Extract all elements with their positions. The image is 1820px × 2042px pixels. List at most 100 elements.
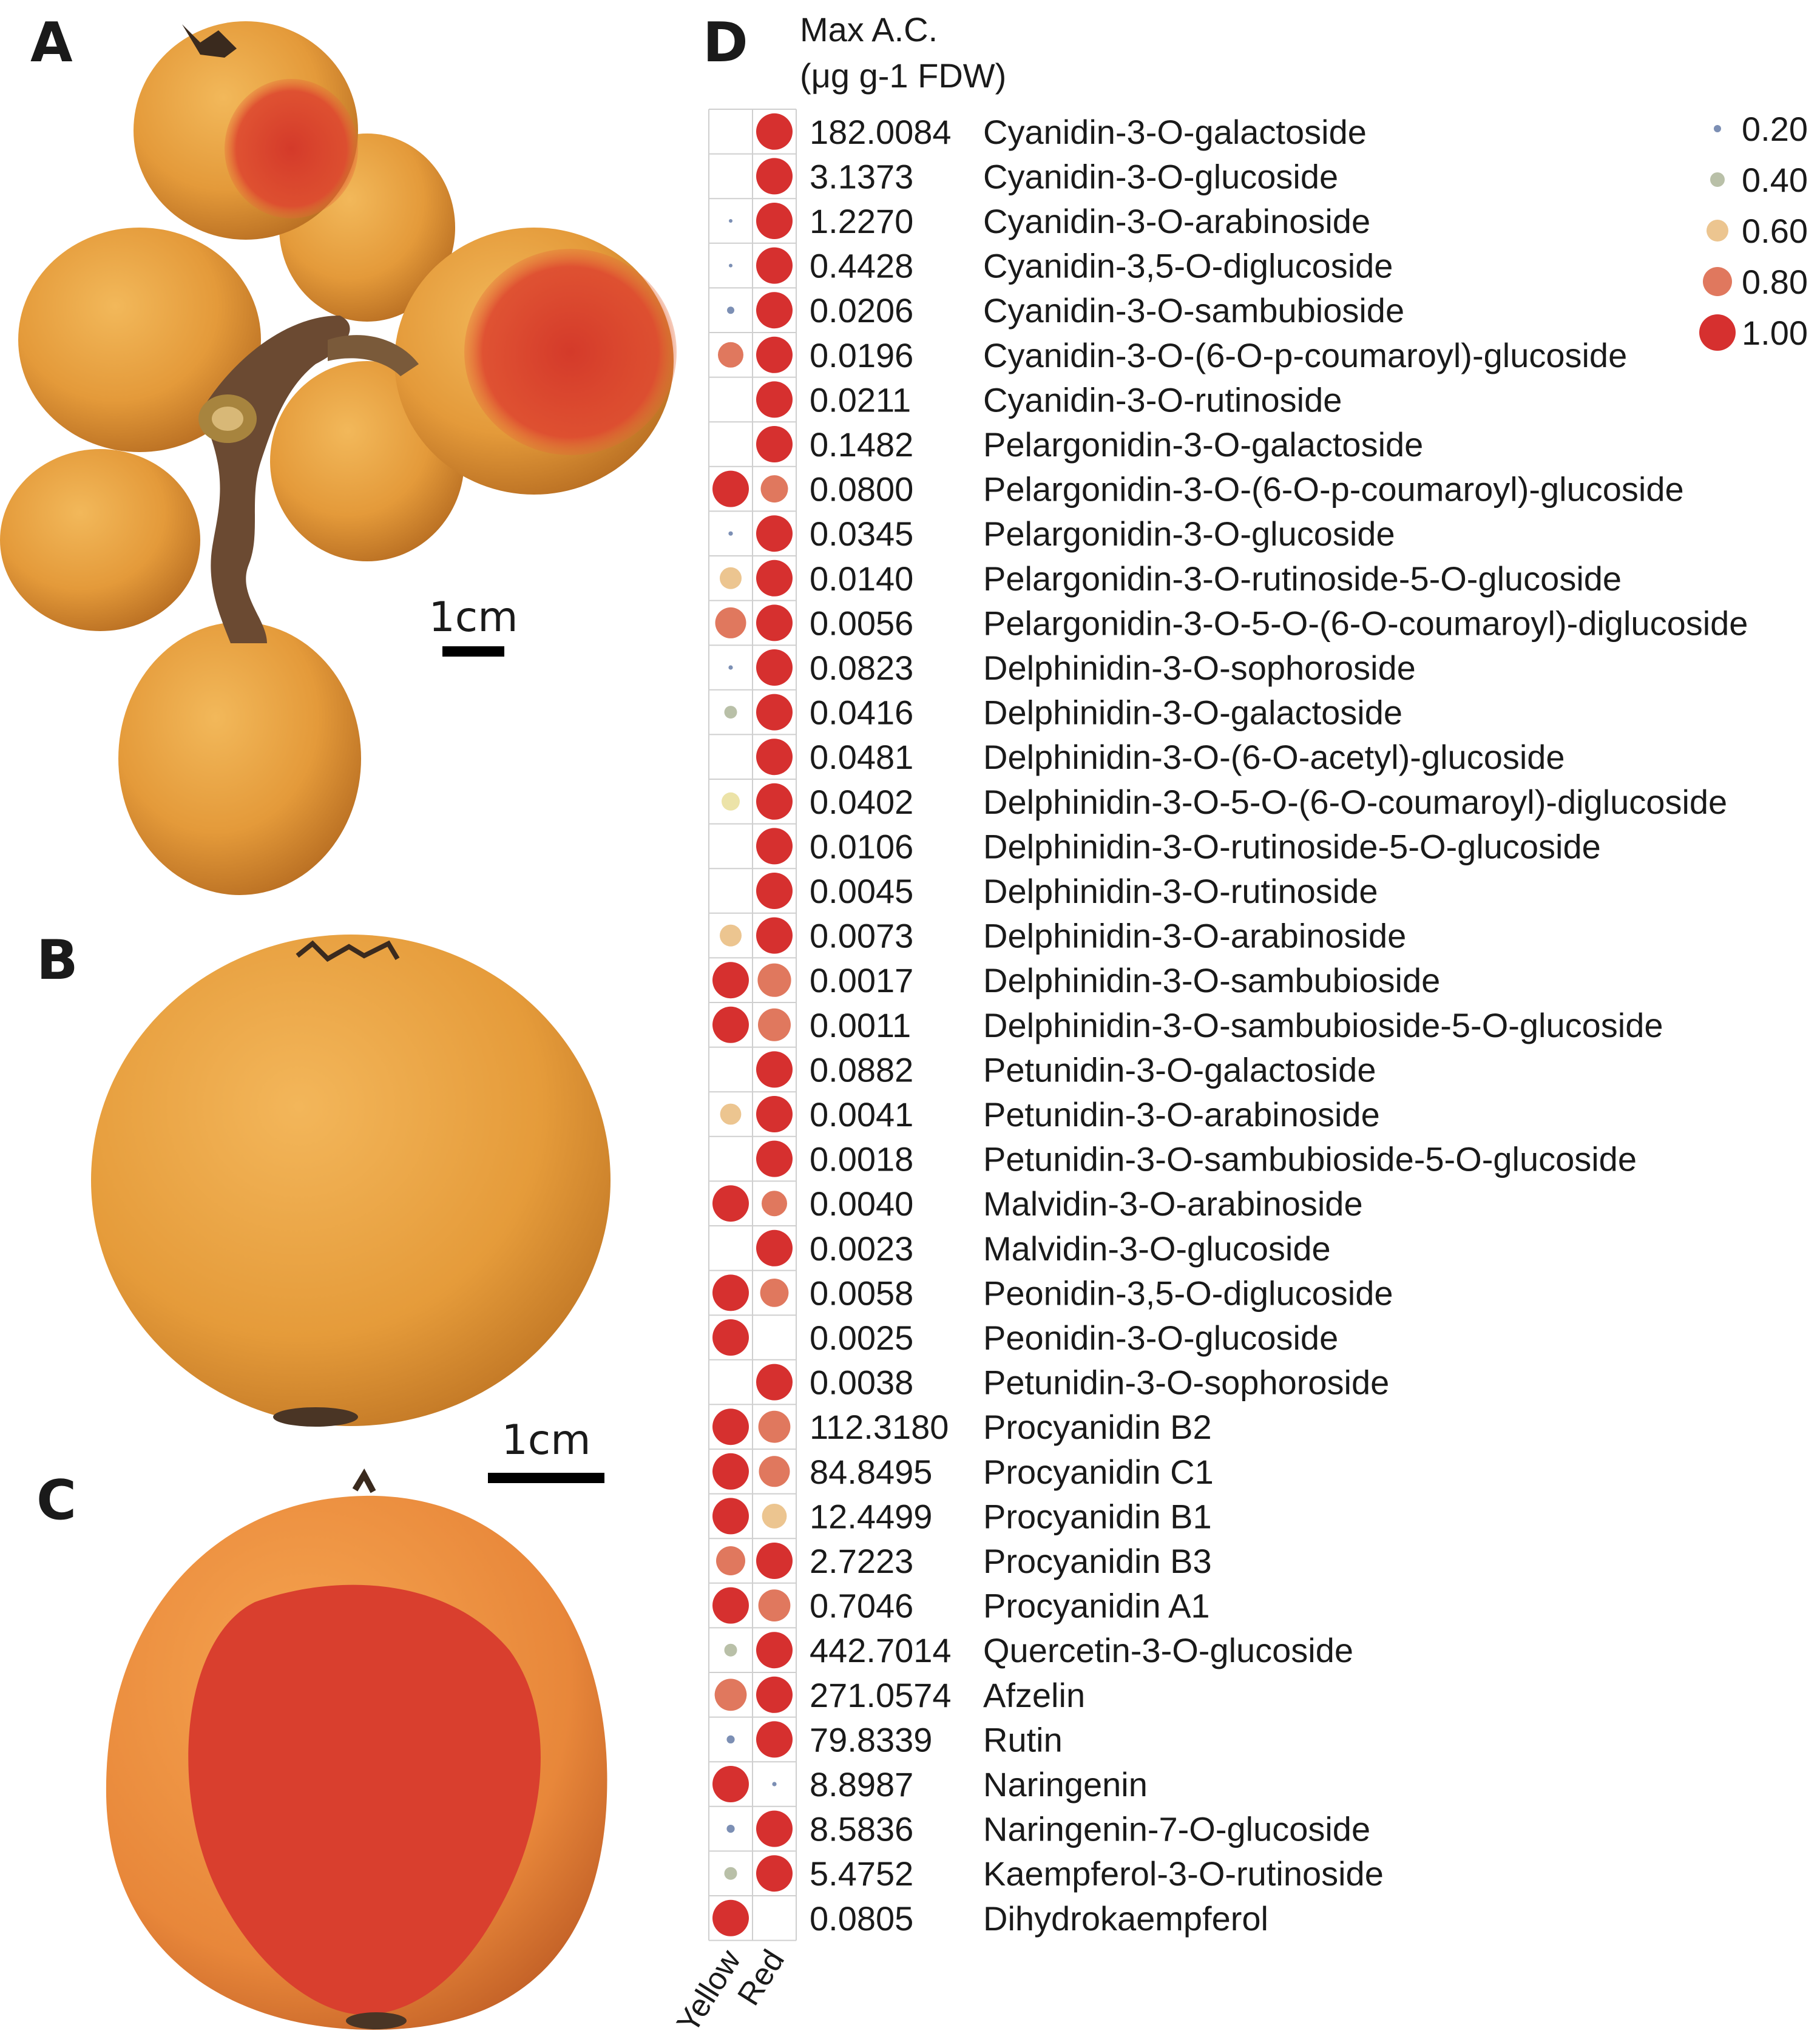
compound-name-label: Cyanidin-3-O-arabinoside (983, 202, 1370, 240)
dot-yellow (712, 1006, 749, 1043)
compound-name-label: Delphinidin-3-O-arabinoside (983, 917, 1406, 955)
max-concentration-label: 8.5836 (810, 1810, 913, 1848)
max-concentration-label: 0.0416 (810, 694, 913, 732)
compound-name-label: Delphinidin-3-O-5-O-(6-O-coumaroyl)-digl… (983, 783, 1727, 821)
dot-yellow (712, 1185, 749, 1222)
dot-red (762, 1504, 787, 1529)
dot-yellow (712, 1498, 749, 1535)
compound-name-label: Quercetin-3-O-glucoside (983, 1631, 1353, 1669)
scale-bar-a-line (442, 646, 504, 657)
dot-yellow (722, 792, 740, 811)
legend-label: 1.00 (1742, 314, 1808, 352)
dot-red (756, 649, 793, 686)
max-concentration-label: 5.4752 (810, 1854, 913, 1893)
dot-red (756, 1364, 793, 1401)
max-concentration-label: 0.0140 (810, 560, 913, 598)
max-concentration-label: 1.2270 (810, 202, 913, 240)
compound-name-label: Delphinidin-3-O-(6-O-acetyl)-glucoside (983, 738, 1565, 776)
dot-red (756, 873, 793, 909)
dot-red (758, 1410, 791, 1443)
dot-yellow (712, 1587, 749, 1624)
legend-dot (1707, 220, 1728, 242)
dot-red (756, 426, 793, 462)
max-concentration-label: 0.0017 (810, 961, 913, 999)
dot-red (756, 694, 793, 731)
legend-dot (1699, 314, 1736, 351)
dot-red (757, 963, 791, 997)
max-concentration-label: 0.0206 (810, 291, 913, 330)
dot-yellow (718, 342, 743, 368)
legend-label: 0.40 (1742, 161, 1808, 199)
compound-name-label: Delphinidin-3-O-rutinoside (983, 872, 1378, 910)
dot-yellow (726, 1825, 735, 1833)
legend-label: 0.80 (1742, 263, 1808, 301)
dot-yellow (712, 1899, 749, 1936)
dot-red (759, 1456, 790, 1487)
max-concentration-label: 0.0196 (810, 336, 913, 374)
dot-yellow (715, 607, 746, 638)
yellow-fruit-photo (91, 935, 611, 1427)
dot-red (756, 203, 793, 239)
compound-name-label: Cyanidin-3-O-sambubioside (983, 291, 1404, 330)
dot-red (758, 1589, 791, 1622)
max-concentration-label: 0.0800 (810, 470, 913, 509)
max-concentration-label: 112.3180 (810, 1408, 949, 1446)
dot-red (756, 515, 793, 552)
dot-yellow (729, 219, 732, 223)
dot-yellow (720, 567, 742, 589)
dot-red (756, 247, 793, 284)
compound-name-label: Delphinidin-3-O-galactoside (983, 694, 1402, 732)
dot-yellow (712, 470, 749, 507)
dot-yellow (724, 1867, 737, 1880)
max-concentration-label: 0.7046 (810, 1587, 913, 1625)
dot-red (760, 475, 788, 503)
compound-name-label: Malvidin-3-O-arabinoside (983, 1185, 1363, 1223)
max-ac-title: Max A.C. (800, 10, 938, 49)
compound-name-label: Afzelin (983, 1676, 1085, 1714)
max-ac-unit: (μg g-1 FDW) (800, 56, 1007, 95)
dot-yellow (712, 1274, 749, 1311)
dot-red (756, 739, 793, 776)
compound-name-label: Pelargonidin-3-O-5-O-(6-O-coumaroyl)-dig… (983, 604, 1748, 642)
dot-red (760, 1279, 789, 1307)
compound-name-label: Petunidin-3-O-galactoside (983, 1050, 1376, 1089)
compound-name-label: Cyanidin-3-O-glucoside (983, 157, 1338, 195)
dot-yellow (720, 924, 742, 947)
dot-red (756, 1229, 793, 1266)
compound-name-label: Cyanidin-3-O-(6-O-p-coumaroyl)-glucoside (983, 336, 1627, 374)
dot-red (756, 1543, 793, 1579)
dot-red (756, 1810, 793, 1847)
max-concentration-label: 0.0011 (810, 1006, 911, 1044)
max-concentration-label: 0.0211 (810, 380, 911, 419)
compound-name-label: Dihydrokaempferol (983, 1899, 1268, 1938)
max-concentration-label: 0.0045 (810, 872, 913, 910)
panel-label-d: D (703, 11, 748, 75)
max-concentration-label: 0.0056 (810, 604, 913, 642)
max-concentration-label: 0.0106 (810, 827, 913, 865)
compound-name-label: Procyanidin B3 (983, 1542, 1212, 1580)
scale-bar-bc-line (488, 1473, 604, 1483)
compound-name-label: Naringenin (983, 1765, 1148, 1804)
max-concentration-label: 0.0823 (810, 649, 913, 687)
scale-bar-bc-label: 1cm (501, 1416, 591, 1464)
scale-bar-bc: 1cm (479, 1416, 613, 1483)
dot-yellow (728, 531, 733, 536)
dot-red (756, 1855, 793, 1892)
dot-yellow (712, 1319, 749, 1356)
panel-label-b: B (36, 928, 78, 992)
dot-red (756, 336, 793, 373)
max-concentration-label: 84.8495 (810, 1453, 932, 1491)
dot-yellow (712, 1408, 749, 1445)
compound-name-label: Petunidin-3-O-arabinoside (983, 1095, 1380, 1134)
max-concentration-label: 182.0084 (810, 113, 952, 151)
legend-dot (1710, 172, 1725, 187)
dot-yellow (714, 1679, 747, 1711)
compound-name-label: Delphinidin-3-O-sophoroside (983, 649, 1416, 687)
dot-yellow (729, 263, 732, 268)
max-concentration-label: 8.8987 (810, 1765, 913, 1804)
max-concentration-label: 0.0041 (810, 1095, 913, 1134)
compound-name-label: Pelargonidin-3-O-(6-O-p-coumaroyl)-gluco… (983, 470, 1684, 509)
compound-name-label: Pelargonidin-3-O-galactoside (983, 425, 1423, 464)
panel-label-a: A (30, 11, 73, 75)
